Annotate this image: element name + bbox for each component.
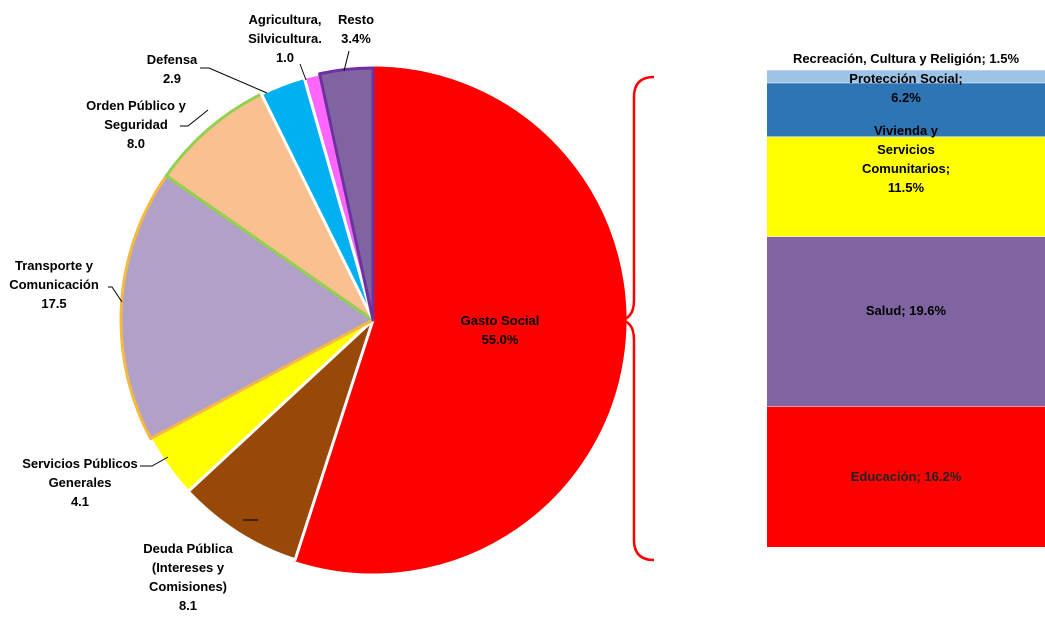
stacked-bar [767,70,1045,547]
pie-slice [119,174,375,441]
bar-label-line: Recreación, Cultura y Religión; 1.5% [793,51,1020,66]
pie-leader-line [299,63,307,81]
pie-label: Gasto Social 55.0% [461,313,540,347]
pie-label-line: 8.1 [179,598,197,613]
pie-label-line: Resto [338,12,374,27]
bar-segment [767,236,1045,407]
pie-label-line: Agricultura, [249,12,322,27]
bar-label-line: Vivienda y [874,123,939,138]
bar-label-line: Protección Social; [849,71,962,86]
pie-label-line: Silvicultura. [248,31,322,46]
pie-label: Transporte y Comunicación 17.5 [9,258,99,311]
pie-label-line: Defensa [147,52,198,67]
pie-label: Orden Público y Seguridad 8.0 [86,98,186,151]
pie-label-line: Seguridad [104,117,168,132]
pie-label-line: Servicios Públicos [22,456,138,471]
pie-label-line: 1.0 [276,50,294,65]
pie-leader-line [108,286,123,303]
pie-leader-line [140,456,169,467]
pie-label-line: Comunicación [9,277,99,292]
pie-label-line: Generales [49,475,112,490]
pie-chart [119,66,627,574]
bar-segment [767,406,1045,547]
pie-label-line: 8.0 [127,136,145,151]
bar-segment [767,70,1045,84]
pie-label-line: Deuda Pública [143,541,233,556]
pie-slice [164,92,375,322]
pie-label-line: 3.4% [341,31,371,46]
pie-leader-line [343,50,350,72]
pie-leader-line [180,109,209,127]
pie-label-line: Gasto Social [461,313,540,328]
pie-label-line: 55.0% [482,332,519,347]
pie-label: Servicios Públicos Generales 4.1 [22,456,138,509]
bar-segment [767,83,1045,137]
pie-label: Agricultura, Silvicultura. 1.0 [248,12,322,65]
pie-label-line: Orden Público y [86,98,186,113]
pie-leader-line [200,67,268,94]
bar-label: Recreación, Cultura y Religión; 1.5% [793,51,1020,66]
bar-segment [767,136,1045,237]
bar-label-line: 6.2% [891,90,921,105]
pie-slice [293,66,627,574]
pie-label-line: Transporte y [15,258,94,273]
bar-label-line: Salud; 19.6% [866,303,947,318]
bar-label-line: 11.5% [888,180,925,195]
pie-label-line: 4.1 [71,494,89,509]
bar-label: Salud; 19.6% [866,303,947,318]
bar-label: Protección Social; 6.2% [849,71,962,105]
pie-label-line: 2.9 [163,71,181,86]
pie-label: Defensa 2.9 [147,52,198,86]
bar-label-line: Servicios [877,142,935,157]
pie-label: Resto 3.4% [338,12,374,46]
pie-label-line: 17.5 [41,296,66,311]
pie-label-line: Comisiones) [149,579,227,594]
bar-label-line: Comunitarios; [862,161,950,176]
bracket [617,75,655,562]
bar-label: Vivienda y Servicios Comunitarios; 11.5% [862,123,950,195]
pie-slice [186,318,375,562]
bar-label: Educación; 16.2% [851,469,962,484]
bar-label-line: Educación; 16.2% [851,469,962,484]
pie-label-line: (Intereses y [152,560,225,575]
pie-label: Deuda Pública (Intereses y Comisiones) 8.1 [143,541,233,613]
pie-slice [318,66,375,322]
